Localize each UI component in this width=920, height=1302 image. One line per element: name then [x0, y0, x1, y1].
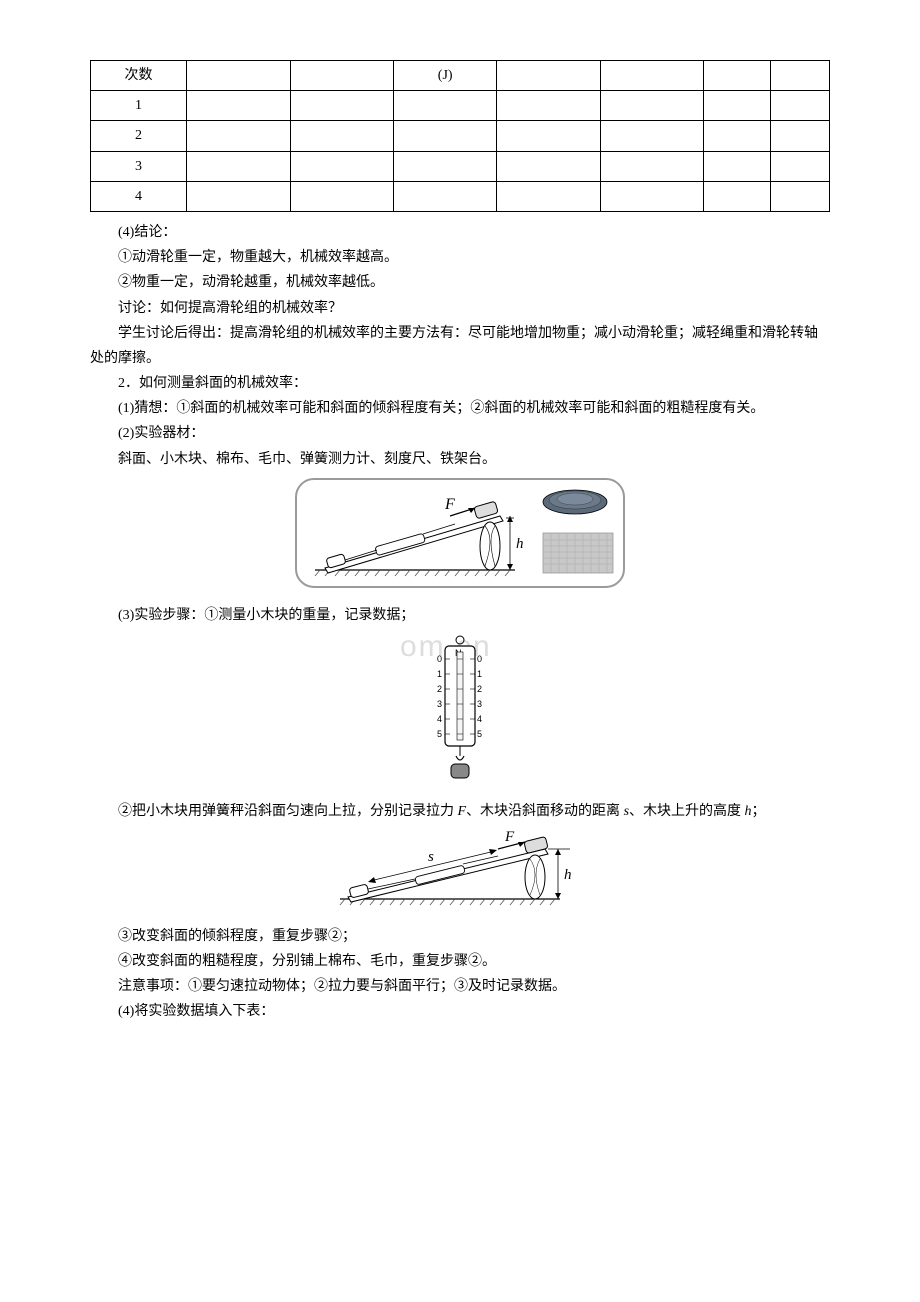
table-label: (4)将实验数据填入下表：	[90, 999, 830, 1024]
table-cell	[497, 61, 600, 91]
distance-label: s	[428, 849, 434, 865]
table-row: 2	[91, 121, 830, 151]
scale-tick: 3	[437, 699, 442, 709]
table-cell	[290, 91, 393, 121]
table-cell	[704, 121, 771, 151]
table-cell	[770, 181, 829, 211]
table-cell	[393, 151, 496, 181]
scale-tick: 4	[477, 714, 482, 724]
step2-a: ②把小木块用弹簧秤沿斜面匀速向上拉，分别记录拉力	[118, 804, 458, 819]
slope-title: 2．如何测量斜面的机械效率：	[90, 371, 830, 396]
slope-guess: (1)猜想：①斜面的机械效率可能和斜面的倾斜程度有关；②斜面的机械效率可能和斜面…	[90, 396, 830, 421]
force-label: F	[444, 496, 455, 513]
scale-tick: 0	[477, 654, 482, 664]
table-row: 1	[91, 91, 830, 121]
table-cell	[770, 121, 829, 151]
table-cell	[290, 151, 393, 181]
table-cell: 次数	[91, 61, 187, 91]
discuss-label: 讨论：如何提高滑轮组的机械效率？	[90, 296, 830, 321]
conclusion-line2: ②物重一定，动滑轮越重，机械效率越低。	[90, 270, 830, 295]
notes-text: 注意事项：①要匀速拉动物体；②拉力要与斜面平行；③及时记录数据。	[90, 974, 830, 999]
incline-figure: F h	[90, 478, 830, 597]
table-cell	[497, 91, 600, 121]
table-cell	[704, 181, 771, 211]
scale-tick: 1	[477, 669, 482, 679]
table-cell	[600, 91, 703, 121]
table-cell	[600, 151, 703, 181]
table-cell	[187, 121, 290, 151]
step2-c: 、木块上升的高度	[629, 804, 745, 819]
equip-body: 斜面、小木块、棉布、毛巾、弹簧测力计、刻度尺、铁架台。	[90, 447, 830, 472]
scale-tick: 5	[437, 729, 442, 739]
discuss-body: 学生讨论后得出：提高滑轮组的机械效率的主要方法有：尽可能地增加物重；减小动滑轮重…	[90, 321, 830, 371]
step4-text: ④改变斜面的粗糙程度，分别铺上棉布、毛巾，重复步骤②。	[90, 949, 830, 974]
force-label-2: F	[504, 831, 515, 845]
table-cell	[600, 61, 703, 91]
table-cell	[497, 121, 600, 151]
scale-tick: 5	[477, 729, 482, 739]
table-cell	[187, 181, 290, 211]
table-cell	[770, 91, 829, 121]
table-cell	[187, 91, 290, 121]
table-cell	[704, 61, 771, 91]
step-label: (3)实验步骤：①测量小木块的重量，记录数据；	[90, 603, 830, 628]
scale-tick: 3	[477, 699, 482, 709]
scale-tick: 2	[477, 684, 482, 694]
table-cell	[704, 91, 771, 121]
table-cell	[393, 181, 496, 211]
table-cell: (J)	[393, 61, 496, 91]
table-cell	[497, 151, 600, 181]
table-cell	[600, 121, 703, 151]
scale-tick: 4	[437, 714, 442, 724]
step2-d: ；	[752, 804, 766, 819]
table-cell	[187, 61, 290, 91]
table-row: 3	[91, 151, 830, 181]
step2-text: ②把小木块用弹簧秤沿斜面匀速向上拉，分别记录拉力 F、木块沿斜面移动的距离 s、…	[90, 799, 830, 824]
step2-b: 、木块沿斜面移动的距离	[466, 804, 624, 819]
spring-scale-figure: N 0 1 2 3 4 5 0 1 2 3 4 5	[90, 634, 830, 793]
table-row: 次数 (J)	[91, 61, 830, 91]
table-row: 4	[91, 181, 830, 211]
height-label-2: h	[564, 867, 572, 883]
table-cell	[393, 121, 496, 151]
table-cell	[393, 91, 496, 121]
scale-tick: 2	[437, 684, 442, 694]
incline-figure-2: s F h	[90, 831, 830, 918]
scale-tick: 0	[437, 654, 442, 664]
table-cell	[187, 151, 290, 181]
table-cell: 1	[91, 91, 187, 121]
table-cell	[497, 181, 600, 211]
table-cell: 2	[91, 121, 187, 151]
table-cell: 4	[91, 181, 187, 211]
data-table-1: 次数 (J) 1 2 3 4	[90, 60, 830, 212]
table-cell	[770, 61, 829, 91]
var-height: h	[745, 804, 752, 819]
equip-label: (2)实验器材：	[90, 421, 830, 446]
table-cell	[290, 121, 393, 151]
table-cell	[290, 61, 393, 91]
table-cell	[600, 181, 703, 211]
table-cell	[290, 181, 393, 211]
table-cell	[704, 151, 771, 181]
conclusion-line1: ①动滑轮重一定，物重越大，机械效率越高。	[90, 245, 830, 270]
table-cell: 3	[91, 151, 187, 181]
scale-tick: 1	[437, 669, 442, 679]
var-force: F	[458, 804, 467, 819]
conclusion-title: (4)结论：	[90, 220, 830, 245]
table-cell	[770, 151, 829, 181]
step3-text: ③改变斜面的倾斜程度，重复步骤②；	[90, 924, 830, 949]
height-label: h	[516, 536, 524, 552]
